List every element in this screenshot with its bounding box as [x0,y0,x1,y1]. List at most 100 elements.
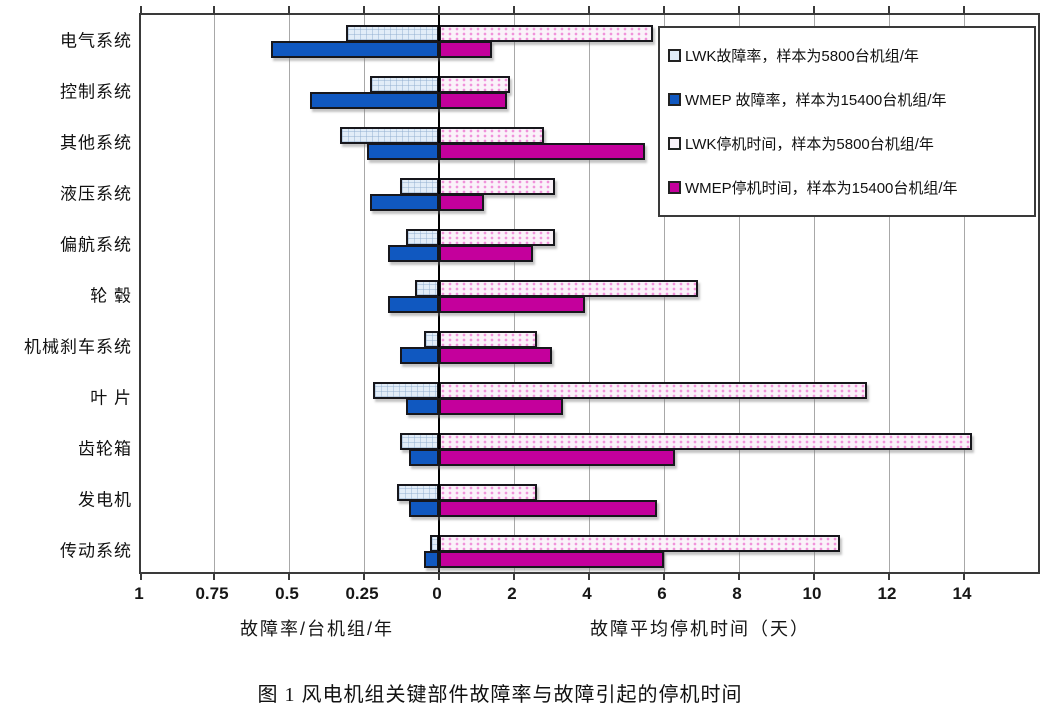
bar-lwk-downtime [439,382,867,399]
axis-tick [288,6,290,14]
bar-wmep-failure-rate [367,143,439,160]
legend-item: LWK停机时间，样本为5800台机组/年 [668,133,1034,154]
bar-wmep-downtime [439,347,552,364]
bar-lwk-failure-rate [406,229,439,246]
axis-tick [140,6,142,14]
legend: LWK故障率，样本为5800台机组/年 WMEP 故障率，样本为15400台机组/… [658,26,1036,217]
bar-lwk-failure-rate [346,25,439,42]
category-label: 机械刹车系统 [24,337,132,357]
axis-title-downtime: 故障平均停机时间（天） [590,619,810,639]
bar-lwk-failure-rate [373,382,439,399]
bar-wmep-failure-rate [409,500,439,517]
category-label: 控制系统 [60,82,132,102]
axis-tick [213,572,215,580]
legend-label: WMEP停机时间，样本为15400台机组/年 [685,179,958,197]
gridline [814,15,815,572]
gridline [214,15,215,572]
bar-lwk-downtime [439,25,653,42]
tick-label: 12 [877,584,897,603]
gridline [739,15,740,572]
category-label: 齿轮箱 [78,439,132,459]
legend-item: WMEP 故障率，样本为15400台机组/年 [668,89,1034,110]
tick-label: 0.5 [275,584,299,603]
axis-tick [513,6,515,14]
bar-wmep-failure-rate [310,92,439,109]
tick-label: 4 [582,584,592,603]
category-label: 液压系统 [60,184,132,204]
axis-tick [738,6,740,14]
axis-tick [140,572,142,580]
bar-lwk-failure-rate [415,280,439,297]
bar-lwk-downtime [439,280,698,297]
category-label: 发电机 [78,490,132,510]
axis-tick [663,572,665,580]
legend-label: LWK故障率，样本为5800台机组/年 [685,48,919,66]
bar-wmep-downtime [439,398,563,415]
bar-lwk-failure-rate [424,331,439,348]
legend-label: LWK停机时间，样本为5800台机组/年 [685,135,934,153]
zero-axis-line [438,15,440,572]
legend-swatch-icon [668,49,681,63]
bar-lwk-downtime [439,535,841,552]
category-label: 电气系统 [60,31,132,51]
legend-swatch-icon [668,180,681,194]
axis-tick [363,572,365,580]
axis-tick [588,6,590,14]
bar-wmep-failure-rate [424,551,439,568]
bar-wmep-downtime [439,551,664,568]
bar-lwk-downtime [439,433,972,450]
tick-label: 14 [952,584,972,603]
category-label: 偏航系统 [60,235,132,255]
tick-label: 0.75 [195,584,229,603]
tick-label: 0.25 [345,584,379,603]
tick-label: 6 [657,584,667,603]
legend-label: WMEP 故障率，样本为15400台机组/年 [685,92,947,110]
bar-lwk-downtime [439,229,556,246]
axis-tick [588,572,590,580]
bar-lwk-downtime [439,178,556,195]
axis-tick [963,6,965,14]
bar-wmep-failure-rate [370,194,439,211]
axis-tick [813,572,815,580]
axis-tick [213,6,215,14]
bar-wmep-failure-rate [271,41,439,58]
bar-wmep-failure-rate [406,398,439,415]
axis-tick [888,572,890,580]
axis-title-failure-rate: 故障率/台机组/年 [239,619,395,639]
bar-wmep-downtime [439,449,676,466]
bar-wmep-downtime [439,92,507,109]
bar-lwk-failure-rate [370,76,439,93]
bar-wmep-downtime [439,41,492,58]
axis-tick [813,6,815,14]
category-label: 叶 片 [90,388,132,408]
category-label: 传动系统 [60,541,132,561]
axis-tick [288,572,290,580]
bar-lwk-failure-rate [397,484,439,501]
bar-wmep-failure-rate [409,449,439,466]
tick-label: 10 [802,584,822,603]
axis-tick [438,572,440,580]
bar-wmep-downtime [439,194,484,211]
tick-label: 1 [134,584,144,603]
bar-lwk-downtime [439,484,537,501]
bar-lwk-downtime [439,127,544,144]
axis-tick [663,6,665,14]
axis-tick [888,6,890,14]
bar-wmep-downtime [439,296,586,313]
category-label: 其他系统 [60,133,132,153]
figure-caption: 图 1 风电机组关键部件故障率与故障引起的停机时间 [257,684,743,706]
axis-tick [738,572,740,580]
bar-wmep-failure-rate [388,296,439,313]
tick-label: 8 [732,584,742,603]
bar-wmep-failure-rate [388,245,439,262]
tick-label: 0 [432,584,442,603]
legend-item: WMEP停机时间，样本为15400台机组/年 [668,177,1034,198]
axis-tick [438,6,440,14]
gridline [889,15,890,572]
bar-lwk-failure-rate [400,433,439,450]
tick-label: 2 [507,584,517,603]
legend-swatch-icon [668,93,681,107]
bar-lwk-failure-rate [400,178,439,195]
gridline [364,15,365,572]
